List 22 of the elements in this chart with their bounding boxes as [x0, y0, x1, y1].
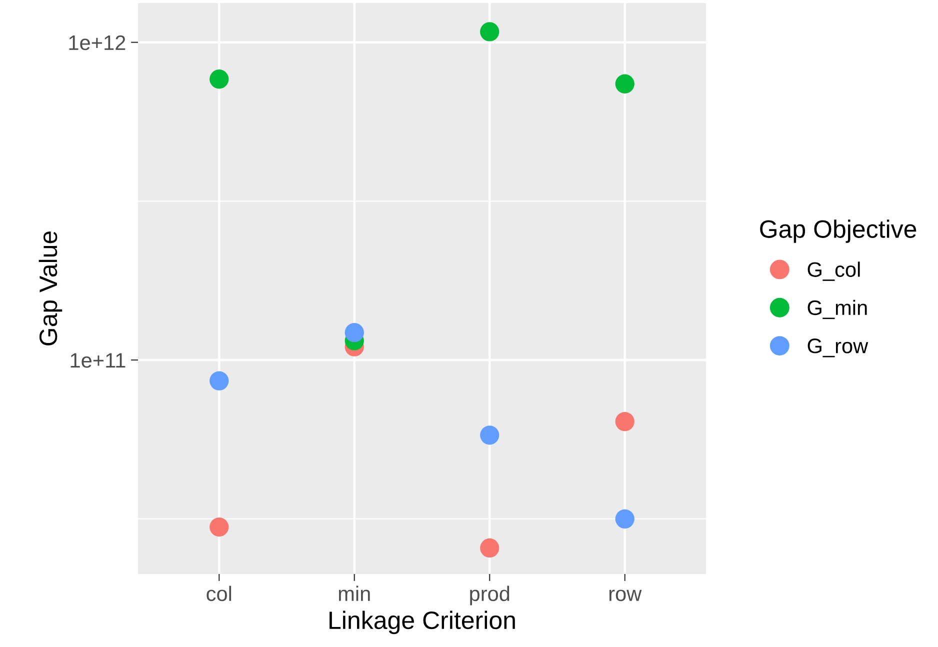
point: [480, 538, 500, 558]
y-tick-label: 1e+12: [69, 35, 126, 50]
point: [480, 22, 500, 42]
legend-label: G_min: [808, 300, 867, 320]
x-tick-label: col: [206, 586, 232, 602]
x-tick-label: prod: [470, 586, 510, 606]
point: [210, 517, 229, 537]
legend-title: Gap Objective: [760, 220, 916, 243]
point: [210, 70, 229, 89]
point: [344, 323, 364, 342]
point: [615, 412, 634, 432]
x-tick-label: min: [338, 586, 370, 601]
legend-label: G_col: [808, 262, 860, 281]
x-axis-title: Linkage Criterion: [330, 610, 515, 634]
y-tick-label: 1e+11: [70, 353, 126, 368]
legend-label: G_row: [808, 338, 868, 358]
y-axis-title: Gap Value: [38, 231, 62, 346]
point: [615, 74, 634, 94]
x-tick-label: row: [609, 590, 642, 602]
point: [210, 371, 229, 390]
point: [615, 509, 634, 529]
point: [480, 426, 500, 445]
